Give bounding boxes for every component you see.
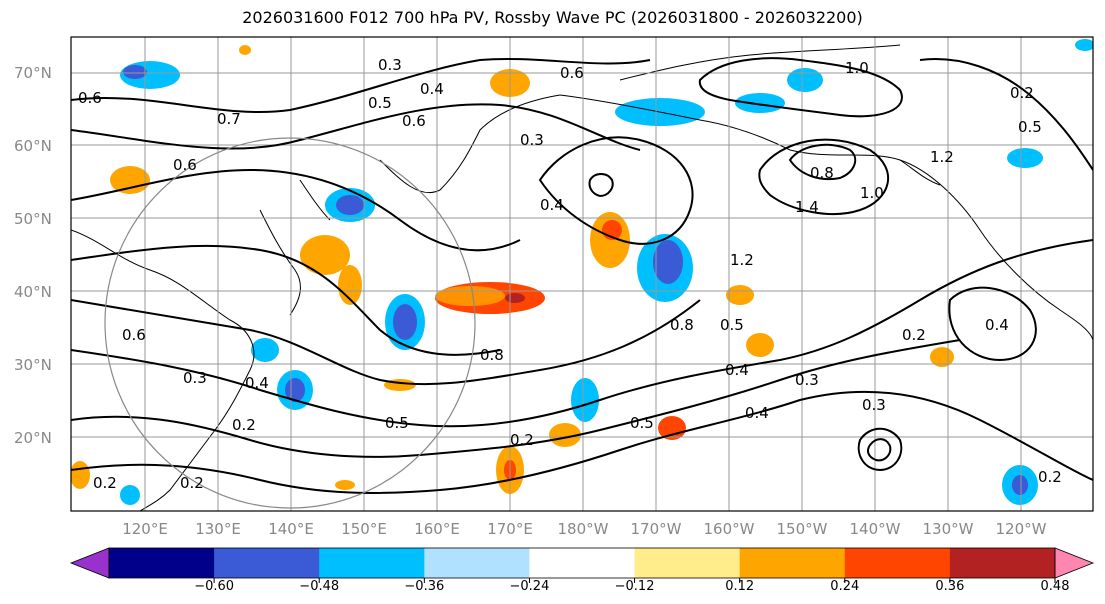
contour-label: 0.6 bbox=[560, 64, 584, 82]
lon-label-160w: 160°W bbox=[704, 520, 755, 538]
lon-label-120e: 120°E bbox=[122, 520, 168, 538]
lat-label-20n: 20°N bbox=[14, 429, 52, 447]
contour-label: 0.5 bbox=[630, 414, 654, 432]
contour-label: 0.4 bbox=[745, 404, 769, 422]
map-content: 0.3 0.4 0.5 0.6 0.6 0.7 1.0 1.0 1.2 1.4 … bbox=[71, 37, 1093, 511]
lat-label-30n: 30°N bbox=[14, 356, 52, 374]
colorbar-tick-label: −0.60 bbox=[194, 579, 234, 594]
contour-label: 0.5 bbox=[1018, 118, 1042, 136]
latitude-labels: 70°N 60°N 50°N 40°N 30°N 20°N bbox=[14, 64, 52, 447]
lon-label-150e: 150°E bbox=[341, 520, 387, 538]
contour-label: 0.2 bbox=[902, 326, 926, 344]
contour-label: 0.5 bbox=[385, 414, 409, 432]
contour-label: 0.3 bbox=[862, 396, 886, 414]
contour-label: 0.4 bbox=[985, 316, 1009, 334]
contour-label: 0.2 bbox=[510, 431, 534, 449]
contour-label: 1.2 bbox=[730, 251, 754, 269]
contour-label: 0.4 bbox=[420, 80, 444, 98]
pv-contours bbox=[71, 57, 1093, 494]
lon-label-150w: 150°W bbox=[777, 520, 828, 538]
colorbar-extend-low bbox=[69, 547, 110, 579]
map-title: 2026031600 F012 700 hPa PV, Rossby Wave … bbox=[242, 8, 863, 27]
lon-label-130w: 130°W bbox=[923, 520, 974, 538]
colorbar-tick-label: 0.48 bbox=[1041, 579, 1070, 594]
lat-label-40n: 40°N bbox=[14, 283, 52, 301]
contour-label: 0.3 bbox=[795, 371, 819, 389]
map-background bbox=[71, 37, 1093, 511]
lat-label-50n: 50°N bbox=[14, 210, 52, 228]
contour-label: 0.2 bbox=[180, 474, 204, 492]
contour-label: 0.8 bbox=[480, 346, 504, 364]
contour-label: 0.2 bbox=[1038, 468, 1062, 486]
colorbar-segment bbox=[739, 548, 846, 578]
lon-label-170e: 170°E bbox=[487, 520, 533, 538]
colorbar-tick-label: 0.36 bbox=[935, 579, 964, 594]
contour-label: 0.8 bbox=[670, 316, 694, 334]
lon-label-180w: 180°W bbox=[558, 520, 609, 538]
lon-label-140w: 140°W bbox=[850, 520, 901, 538]
contour-label: 0.5 bbox=[368, 94, 392, 112]
contour-label: 0.3 bbox=[520, 131, 544, 149]
colorbar-segment bbox=[109, 548, 215, 578]
contour-label: 0.7 bbox=[217, 110, 241, 128]
lat-label-70n: 70°N bbox=[14, 64, 52, 82]
colorbar-segment bbox=[214, 548, 320, 578]
longitude-labels: 120°E 130°E 140°E 150°E 160°E 170°E 180°… bbox=[122, 520, 1046, 538]
colorbar: −0.60 −0.48 −0.36 −0.24 −0.12 0.12 0.24 0.36 0.4… bbox=[69, 547, 1095, 594]
colorbar-tick-label: −0.36 bbox=[404, 579, 444, 594]
colorbar-tick-label: −0.24 bbox=[510, 579, 550, 594]
contour-label: 0.6 bbox=[173, 156, 197, 174]
contour-label: 0.6 bbox=[78, 89, 102, 107]
colorbar-segment bbox=[949, 548, 1056, 578]
contour-label: 1.0 bbox=[845, 59, 869, 77]
lat-label-60n: 60°N bbox=[14, 137, 52, 155]
contour-label: 1.0 bbox=[860, 184, 884, 202]
contour-label: 0.8 bbox=[810, 164, 834, 182]
colorbar-tick-label: 0.24 bbox=[830, 579, 859, 594]
colorbar-tick-label: 0.12 bbox=[725, 579, 754, 594]
contour-label: 0.6 bbox=[402, 112, 426, 130]
colorbar-segment bbox=[529, 548, 636, 578]
contour-label: 0.4 bbox=[725, 361, 749, 379]
coastlines bbox=[71, 44, 1093, 511]
contour-label: 0.3 bbox=[378, 56, 402, 74]
contour-label: 0.4 bbox=[540, 196, 564, 214]
colorbar-outline bbox=[108, 547, 1056, 579]
contour-label: 0.4 bbox=[245, 374, 269, 392]
contour-label: 0.5 bbox=[720, 316, 744, 334]
colorbar-tick-label: −0.12 bbox=[615, 579, 655, 594]
colorbar-segment bbox=[844, 548, 951, 578]
projection-circle bbox=[104, 137, 476, 509]
lon-label-170w: 170°W bbox=[631, 520, 682, 538]
colorbar-segment bbox=[634, 548, 741, 578]
colorbar-tick-label: −0.48 bbox=[299, 579, 339, 594]
colorbar-extend-high bbox=[1054, 547, 1095, 579]
colorbar-segment bbox=[319, 548, 425, 578]
contour-label: 1.4 bbox=[795, 198, 819, 216]
contour-label: 0.2 bbox=[232, 416, 256, 434]
lon-label-120w: 120°W bbox=[996, 520, 1047, 538]
contour-label: 0.3 bbox=[183, 369, 207, 387]
contour-label: 1.2 bbox=[930, 148, 954, 166]
contour-label: 0.2 bbox=[93, 474, 117, 492]
contour-label: 0.2 bbox=[1010, 84, 1034, 102]
colorbar-segment bbox=[424, 548, 530, 578]
lon-label-140e: 140°E bbox=[268, 520, 314, 538]
lon-label-160e: 160°E bbox=[414, 520, 460, 538]
map-frame bbox=[70, 36, 1094, 512]
contour-labels: 0.3 0.4 0.5 0.6 0.6 0.7 1.0 1.0 1.2 1.4 … bbox=[78, 56, 1062, 492]
lon-label-130e: 130°E bbox=[195, 520, 241, 538]
contour-label: 0.6 bbox=[122, 326, 146, 344]
